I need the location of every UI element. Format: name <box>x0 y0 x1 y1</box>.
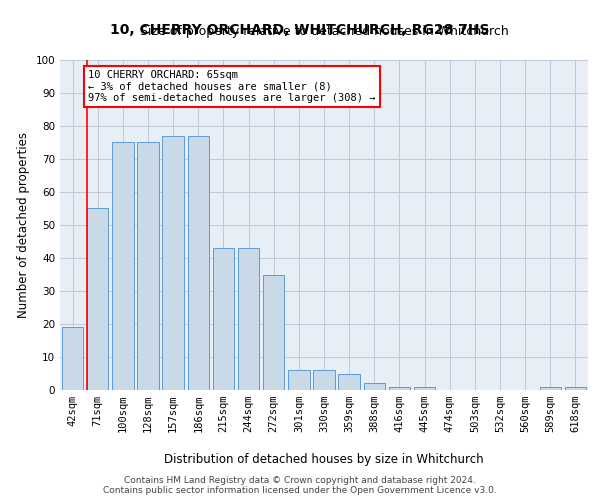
Bar <box>62 328 83 390</box>
Bar <box>364 384 385 390</box>
Bar <box>565 386 586 390</box>
Text: 10 CHERRY ORCHARD: 65sqm
← 3% of detached houses are smaller (8)
97% of semi-det: 10 CHERRY ORCHARD: 65sqm ← 3% of detache… <box>88 70 376 103</box>
Text: 10, CHERRY ORCHARD, WHITCHURCH, RG28 7HS: 10, CHERRY ORCHARD, WHITCHURCH, RG28 7HS <box>110 22 490 36</box>
Bar <box>288 370 310 390</box>
Bar <box>137 142 158 390</box>
Bar <box>112 142 134 390</box>
Bar <box>313 370 335 390</box>
Bar <box>238 248 259 390</box>
Bar <box>338 374 360 390</box>
Y-axis label: Number of detached properties: Number of detached properties <box>17 132 30 318</box>
Bar <box>163 136 184 390</box>
Bar <box>539 386 561 390</box>
Title: Size of property relative to detached houses in Whitchurch: Size of property relative to detached ho… <box>140 25 508 38</box>
Text: Contains HM Land Registry data © Crown copyright and database right 2024.
Contai: Contains HM Land Registry data © Crown c… <box>103 476 497 495</box>
Bar <box>87 208 109 390</box>
Bar <box>263 274 284 390</box>
Bar <box>414 386 435 390</box>
Bar <box>188 136 209 390</box>
Text: Distribution of detached houses by size in Whitchurch: Distribution of detached houses by size … <box>164 452 484 466</box>
Bar <box>389 386 410 390</box>
Bar <box>213 248 234 390</box>
